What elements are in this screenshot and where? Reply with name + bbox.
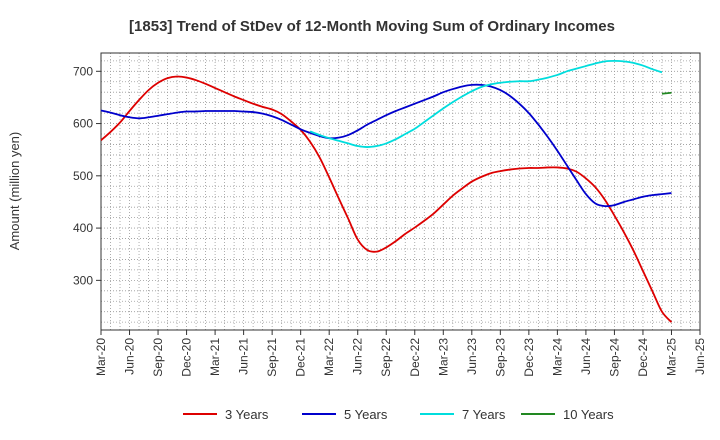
x-tick-label: Mar-24: [550, 338, 564, 376]
x-tick-label: Dec-24: [636, 338, 650, 377]
x-tick-label: Mar-25: [664, 338, 678, 376]
x-tick-label: Jun-23: [465, 338, 479, 375]
x-tick-label: Dec-22: [408, 338, 422, 377]
series-line-5-years: [100, 83, 672, 208]
y-tick-label: 500: [73, 169, 93, 183]
y-tick-label: 400: [73, 221, 93, 235]
x-tick-label: Mar-20: [94, 338, 108, 376]
legend: 3 Years 5 Years 7 Years 10 Years: [183, 407, 614, 422]
chart-title: [1853] Trend of StDev of 12-Month Moving…: [129, 18, 615, 35]
y-tick-label: 600: [73, 117, 93, 131]
y-tick-label: 300: [73, 273, 93, 287]
y-tick-label: 700: [73, 64, 93, 78]
x-tick-label: Jun-22: [351, 338, 365, 375]
series-line-10-years: [661, 91, 672, 95]
x-tick-label: Mar-21: [208, 338, 222, 376]
x-tick-label: Jun-25: [693, 338, 707, 375]
x-tick-label: Dec-23: [522, 338, 536, 377]
x-tick-label: Jun-20: [123, 338, 137, 375]
x-tick-label: Dec-21: [294, 338, 308, 377]
x-tick-label: Mar-22: [322, 338, 336, 376]
y-axis-label: Amount (million yen): [7, 132, 22, 251]
x-tick-label: Mar-23: [436, 338, 450, 376]
series-line-7-years: [309, 59, 663, 148]
legend-label-10-years: 10 Years: [563, 407, 614, 422]
x-tick-label: Jun-21: [237, 338, 251, 375]
x-tick-label: Jun-24: [579, 338, 593, 375]
legend-label-3-years: 3 Years: [225, 407, 269, 422]
plot-border: [100, 52, 701, 331]
x-tick-label: Dec-20: [180, 338, 194, 377]
x-tick-label: Sep-22: [379, 338, 393, 377]
x-tick-label: Sep-21: [265, 338, 279, 377]
plot-area: 300 400 500 600 700 Mar-20 Jun-20 Sep-20 Dec-20 M…: [73, 52, 707, 377]
x-tick-label: Sep-23: [493, 338, 507, 377]
plot-background: [101, 53, 700, 330]
series-line-3-years: [100, 75, 673, 323]
x-tick-label: Sep-24: [607, 338, 621, 377]
legend-label-7-years: 7 Years: [462, 407, 506, 422]
legend-label-5-years: 5 Years: [344, 407, 388, 422]
x-tick-label: Sep-20: [151, 338, 165, 377]
